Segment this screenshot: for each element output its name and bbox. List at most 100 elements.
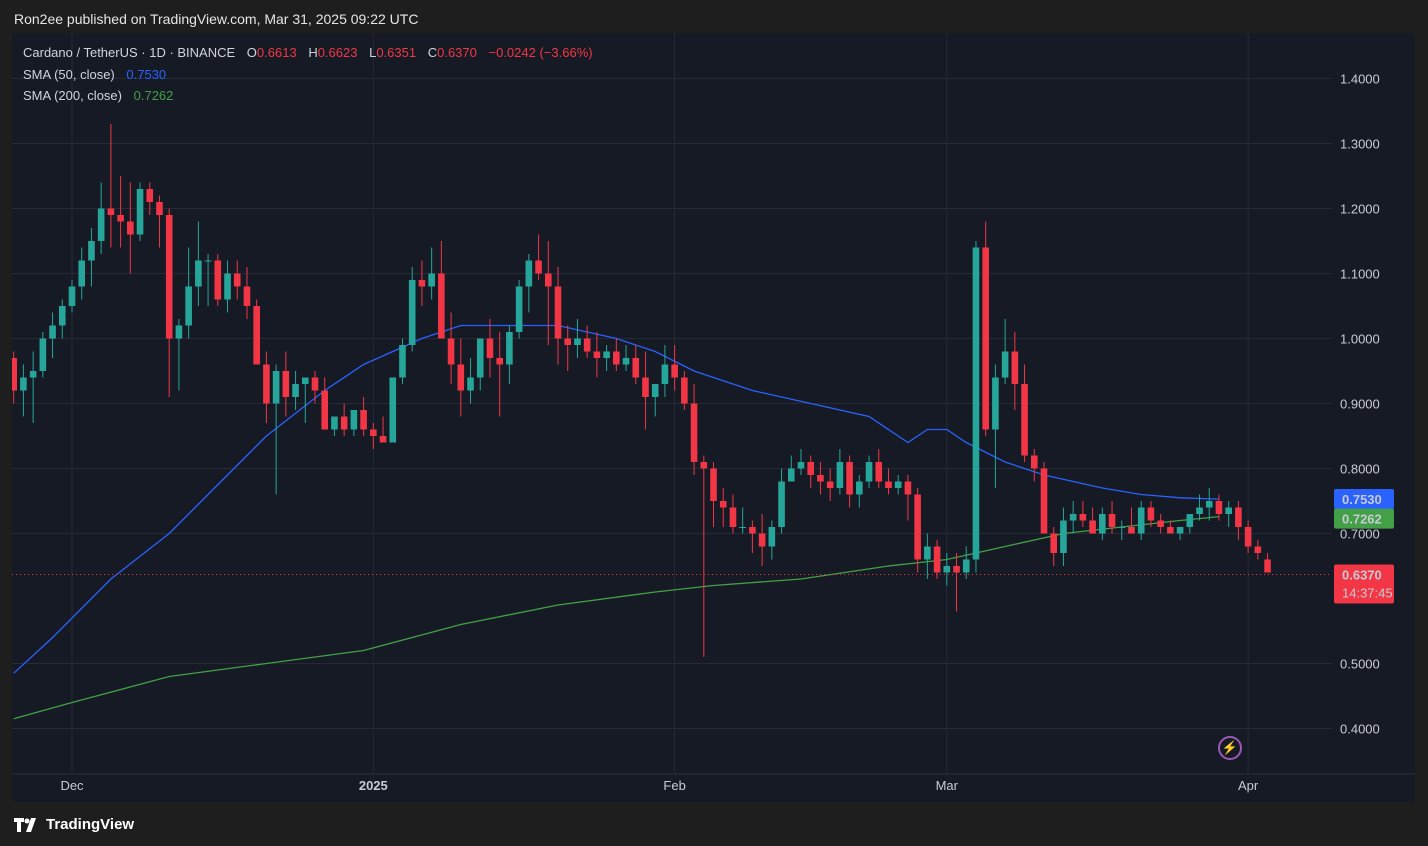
candle-body[interactable] — [1030, 455, 1038, 469]
candle-body[interactable] — [787, 468, 795, 482]
candle-body[interactable] — [885, 481, 892, 489]
candle-body[interactable] — [875, 462, 883, 482]
candle-body[interactable] — [263, 364, 270, 404]
candle-body[interactable] — [185, 286, 192, 326]
candle-body[interactable] — [1157, 520, 1164, 528]
candle-body[interactable] — [642, 377, 649, 398]
candle-body[interactable] — [117, 215, 124, 222]
candle-body[interactable] — [515, 286, 523, 333]
candle-body[interactable] — [729, 507, 737, 528]
candle-body[interactable] — [301, 377, 309, 385]
candle-body[interactable] — [321, 390, 329, 430]
candle-body[interactable] — [340, 416, 348, 430]
candle-body[interactable] — [807, 462, 815, 475]
candle-body[interactable] — [865, 462, 873, 482]
candle-body[interactable] — [408, 280, 416, 345]
candle-body[interactable] — [1021, 384, 1028, 456]
candle-body[interactable] — [1079, 514, 1087, 521]
candle-body[interactable] — [924, 546, 931, 560]
candle-body[interactable] — [12, 358, 17, 391]
candle-body[interactable] — [175, 325, 183, 339]
candle-body[interactable] — [379, 436, 387, 443]
candle-body[interactable] — [20, 377, 27, 391]
candle-body[interactable] — [476, 338, 484, 378]
candle-body[interactable] — [826, 481, 834, 489]
candle-body[interactable] — [243, 286, 251, 307]
candle-body[interactable] — [1196, 507, 1203, 515]
candle-body[interactable] — [525, 260, 533, 287]
candle-body[interactable] — [457, 364, 465, 391]
candle-body[interactable] — [1089, 520, 1096, 534]
candle-body[interactable] — [1128, 527, 1135, 534]
candle-body[interactable] — [1060, 520, 1067, 554]
candle-body[interactable] — [583, 338, 591, 352]
candle-body[interactable] — [719, 501, 727, 508]
candle-body[interactable] — [350, 410, 358, 430]
candle-body[interactable] — [224, 273, 231, 300]
candle-body[interactable] — [233, 273, 241, 287]
candle-body[interactable] — [496, 358, 503, 365]
candle-body[interactable] — [1264, 559, 1271, 573]
candle-body[interactable] — [253, 306, 260, 365]
candle-body[interactable] — [78, 260, 86, 287]
candle-body[interactable] — [204, 260, 212, 262]
candle-body[interactable] — [127, 221, 134, 235]
candle-body[interactable] — [982, 247, 989, 430]
candle-body[interactable] — [1205, 501, 1213, 508]
candle-body[interactable] — [1108, 514, 1116, 527]
chart-panel[interactable]: 1.4000 1.3000 1.2000 1.1000 1.0000 0.9000 0.80… — [12, 33, 1415, 802]
candle-body[interactable] — [282, 371, 290, 397]
candle-body[interactable] — [681, 377, 688, 404]
candle-body[interactable] — [1186, 514, 1194, 527]
candle-body[interactable] — [272, 371, 280, 404]
candle-body[interactable] — [535, 260, 542, 274]
candle-body[interactable] — [943, 566, 951, 573]
candle-body[interactable] — [146, 189, 154, 202]
candle-body[interactable] — [992, 377, 999, 430]
legend-sma50-row[interactable]: SMA (50, close) 0.7530 — [23, 67, 174, 82]
candle-body[interactable] — [661, 364, 669, 385]
candle-body[interactable] — [165, 215, 173, 339]
candle-body[interactable] — [399, 345, 406, 378]
candle-body[interactable] — [311, 377, 319, 391]
candle-body[interactable] — [1099, 514, 1106, 534]
candle-body[interactable] — [467, 377, 474, 391]
candle-body[interactable] — [447, 338, 455, 365]
candle-body[interactable] — [1235, 507, 1242, 528]
candle-body[interactable] — [856, 481, 863, 495]
candle-body[interactable] — [894, 481, 902, 489]
candle-body[interactable] — [97, 208, 105, 242]
candle-body[interactable] — [632, 358, 640, 378]
candle-body[interactable] — [214, 260, 222, 300]
candle-body[interactable] — [1069, 514, 1077, 521]
candle-body[interactable] — [1176, 527, 1184, 534]
candle-body[interactable] — [389, 377, 397, 443]
candle-body[interactable] — [972, 247, 980, 560]
candle-body[interactable] — [904, 481, 912, 495]
candle-body[interactable] — [700, 462, 708, 469]
candle-body[interactable] — [1147, 507, 1155, 521]
candle-body[interactable] — [1040, 468, 1048, 534]
lightning-icon[interactable]: ⚡ — [1218, 736, 1242, 760]
candle-body[interactable] — [710, 468, 717, 502]
candle-body[interactable] — [574, 338, 581, 346]
candle-body[interactable] — [962, 559, 970, 573]
candle-body[interactable] — [370, 429, 377, 437]
candle-body[interactable] — [768, 527, 776, 547]
candle-body[interactable] — [506, 332, 513, 365]
candle-body[interactable] — [671, 364, 678, 378]
candle-body[interactable] — [156, 202, 163, 215]
candle-body[interactable] — [758, 533, 766, 547]
candle-body[interactable] — [739, 527, 746, 528]
candle-body[interactable] — [797, 462, 805, 469]
candle-body[interactable] — [418, 280, 426, 287]
candle-body[interactable] — [1137, 507, 1145, 534]
candle-body[interactable] — [544, 273, 552, 287]
candle-body[interactable] — [817, 475, 824, 482]
candle-body[interactable] — [593, 351, 601, 359]
candle-body[interactable] — [1050, 533, 1058, 554]
candle-body[interactable] — [331, 416, 338, 430]
candle-body[interactable] — [49, 325, 56, 339]
candle-body[interactable] — [58, 306, 66, 326]
candle-body[interactable] — [39, 338, 47, 372]
